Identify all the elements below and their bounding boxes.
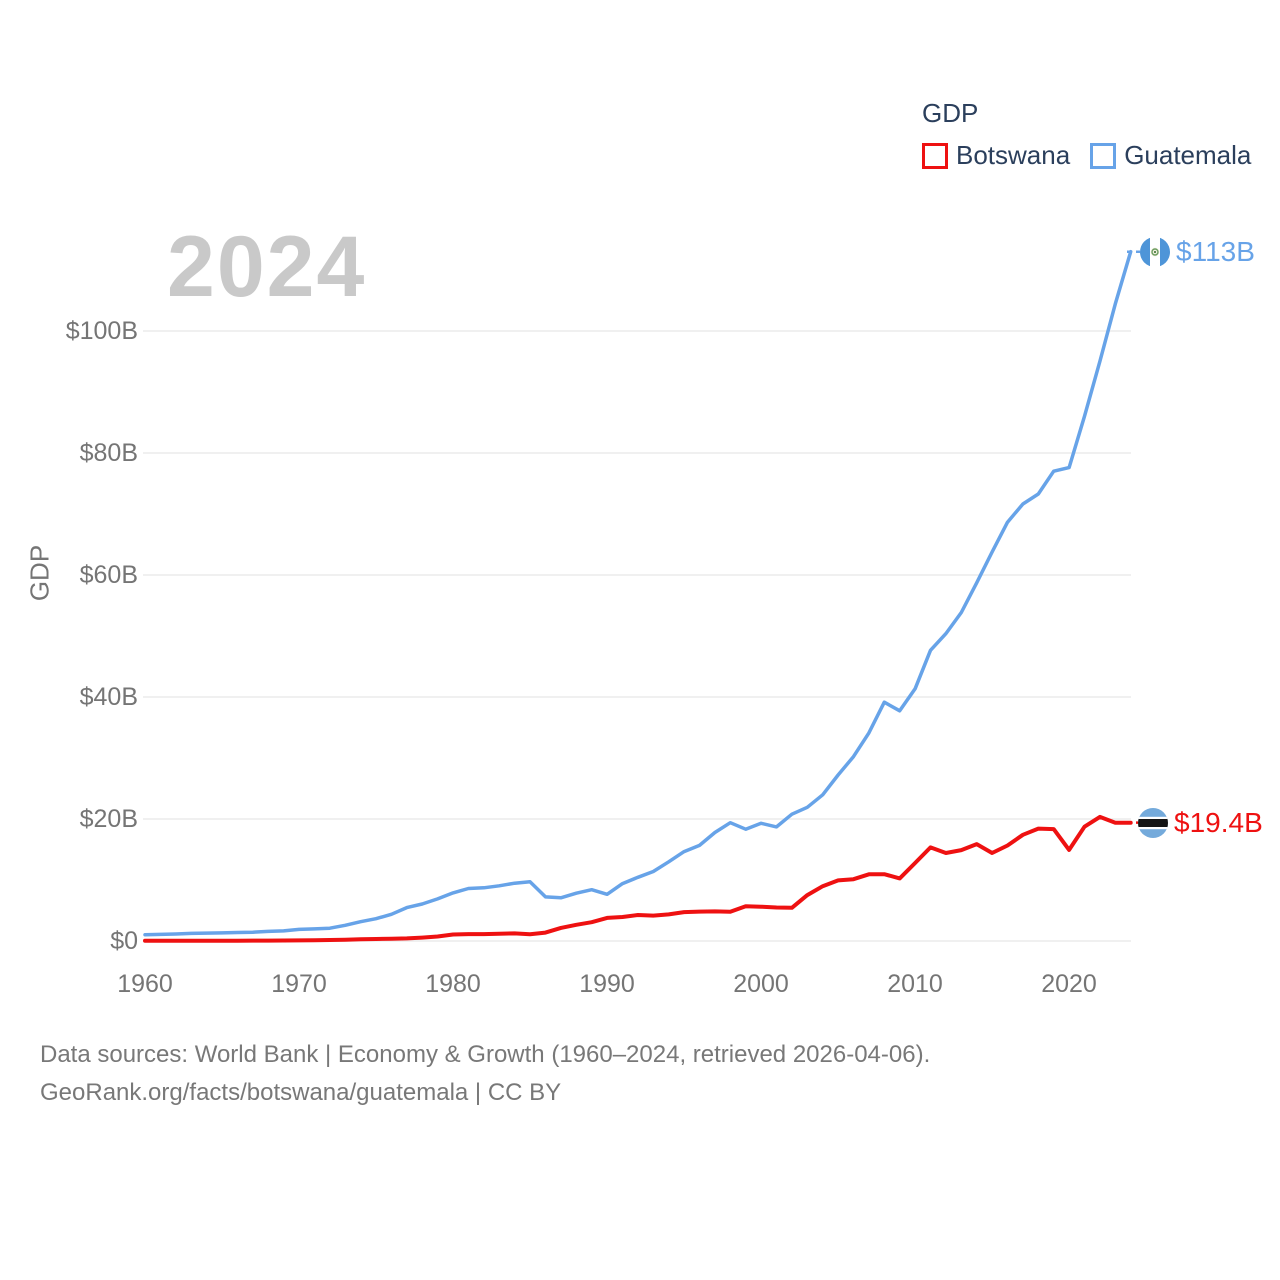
legend-title: GDP [922,98,979,128]
year-watermark: 2024 [167,219,367,315]
x-tick-label-2010: 2010 [887,970,943,998]
y-tick-label-60b: $60B [79,561,138,589]
botswana-line[interactable] [143,814,1133,943]
y-tick-label-0: $0 [110,927,138,955]
x-tick-label-1970: 1970 [271,970,327,998]
legend-label-botswana: Botswana [956,140,1071,170]
legend-label-guatemala: Guatemala [1124,140,1252,170]
guatemala-flag-icon [1140,236,1170,267]
footer-source-line: Data sources: World Bank | Economy & Gro… [40,1041,931,1068]
legend: GDP Botswana Guatemala [922,98,1251,171]
legend-swatch-guatemala-icon [1090,142,1117,169]
x-tick-label-1980: 1980 [425,970,481,998]
y-tick-label-20b: $20B [79,805,138,833]
x-tick-label-1960: 1960 [117,970,173,998]
x-tick-label-2000: 2000 [733,970,789,998]
legend-item-guatemala[interactable]: Guatemala [1090,140,1251,171]
legend-item-botswana[interactable]: Botswana [922,140,1070,171]
legend-items: Botswana Guatemala [922,140,1251,171]
botswana-end-label: $19.4B [1174,806,1263,838]
guatemala-line[interactable] [143,249,1133,937]
y-tick-label-80b: $80B [79,439,138,467]
y-tick-label-40b: $40B [79,683,138,711]
footer: Data sources: World Bank | Economy & Gro… [40,1036,930,1112]
x-tick-label-2020: 2020 [1041,970,1097,998]
footer-attribution-line: GeoRank.org/facts/botswana/guatemala | C… [40,1079,562,1106]
botswana-flag-icon [1138,807,1168,838]
y-tick-label-100b: $100B [65,317,138,345]
guatemala-end-label: $113B [1176,235,1255,267]
legend-swatch-botswana-icon [922,142,948,169]
x-tick-label-1990: 1990 [579,970,635,998]
